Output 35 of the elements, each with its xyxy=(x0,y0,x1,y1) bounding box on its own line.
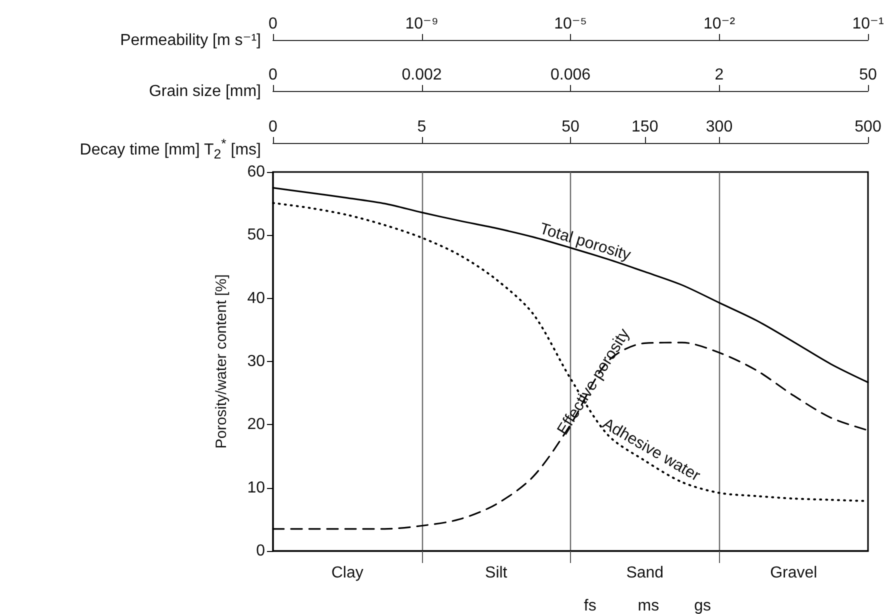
y-tick-label: 20 xyxy=(247,416,266,434)
text: 5 xyxy=(417,118,426,136)
text: 2 xyxy=(714,66,724,84)
x-tick-label: Clay xyxy=(331,564,364,582)
y-tick-label: 50 xyxy=(247,226,266,244)
y-tick-label: 40 xyxy=(247,290,266,307)
text: 150 xyxy=(632,118,658,136)
text: 0.002 xyxy=(402,66,442,84)
text: Grain size [mm] xyxy=(148,82,261,102)
text: 0 xyxy=(268,118,278,136)
y-tick-label: 60 xyxy=(247,164,266,180)
text: 50 xyxy=(562,118,580,136)
text: 50 xyxy=(859,66,877,84)
x-tick-label: Sand xyxy=(626,564,664,582)
x-tick-label: Gravel xyxy=(770,564,818,582)
text: 10⁻² xyxy=(703,16,736,32)
text: 0 xyxy=(268,16,278,32)
text: 10⁻⁵ xyxy=(554,16,587,32)
y-tick-label: 10 xyxy=(247,479,266,496)
text: ms xyxy=(638,598,660,614)
text: 10⁻⁹ xyxy=(405,16,438,32)
text: 300 xyxy=(706,118,733,136)
text: 500 xyxy=(854,118,882,136)
text: Permeability [m s⁻¹] xyxy=(120,31,261,51)
y-tick-label: 0 xyxy=(256,542,266,560)
annotation: Total porosity xyxy=(538,220,633,264)
text: fs xyxy=(584,598,596,614)
y-axis-title: Porosity/water content [%] xyxy=(213,274,230,449)
text: 0.006 xyxy=(550,66,591,84)
text: 0 xyxy=(268,66,278,84)
y-tick-label: 30 xyxy=(247,353,266,370)
text: 10⁻¹ xyxy=(852,16,884,32)
text: gs xyxy=(694,598,712,614)
x-tick-label: Silt xyxy=(485,564,508,582)
text: 2 xyxy=(214,146,222,162)
